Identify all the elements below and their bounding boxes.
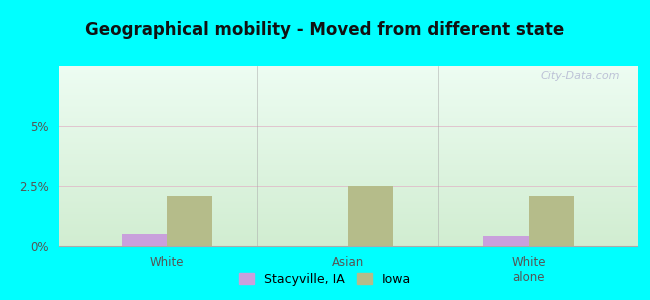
Bar bbox=[484, 236, 528, 246]
Legend: Stacyville, IA, Iowa: Stacyville, IA, Iowa bbox=[234, 268, 416, 291]
Bar bbox=[167, 196, 212, 246]
Bar bbox=[348, 186, 393, 246]
Bar bbox=[528, 196, 574, 246]
Text: City-Data.com: City-Data.com bbox=[540, 71, 619, 81]
Text: Geographical mobility - Moved from different state: Geographical mobility - Moved from diffe… bbox=[85, 21, 565, 39]
Bar bbox=[122, 234, 167, 246]
